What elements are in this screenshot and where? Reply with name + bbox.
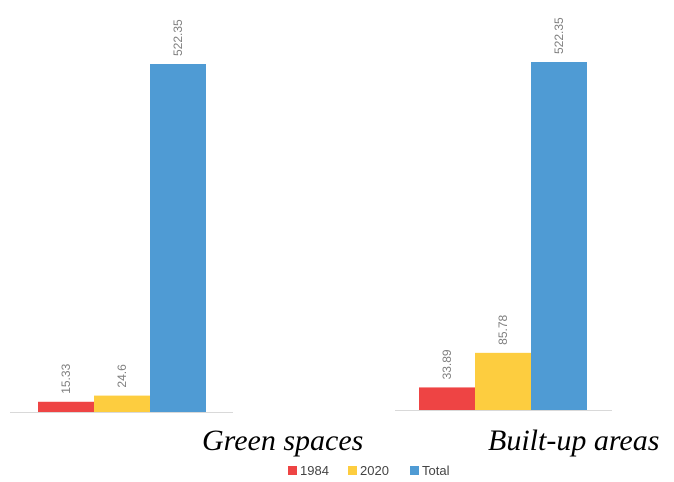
bar-built-up-areas-1984 <box>419 387 475 410</box>
legend-label-1984: 1984 <box>300 463 329 478</box>
legend-label-2020: 2020 <box>360 463 389 478</box>
bar-green-spaces-total <box>150 64 206 412</box>
data-label-green-spaces-1984: 15.33 <box>59 363 73 393</box>
data-label-green-spaces-2020: 24.6 <box>115 364 129 388</box>
data-label-built-up-areas-total: 522.35 <box>552 17 566 54</box>
legend-swatch-2020 <box>348 466 357 475</box>
panel-title-built-up-areas: Built-up areas <box>488 424 659 457</box>
bar-built-up-areas-2020 <box>475 352 531 410</box>
bar-green-spaces-2020 <box>94 395 150 412</box>
data-label-green-spaces-total: 522.35 <box>171 19 185 56</box>
bar-built-up-areas-total <box>531 62 587 410</box>
chart-panel-green-spaces: 15.33 24.6 522.35 <box>10 19 233 413</box>
data-label-built-up-areas-2020: 85.78 <box>496 314 510 344</box>
legend-swatch-total <box>410 466 419 475</box>
chart-panel-built-up-areas: 33.89 85.78 522.35 <box>395 17 612 411</box>
bar-green-spaces-1984 <box>38 401 94 412</box>
legend-swatch-1984 <box>288 466 297 475</box>
legend-label-total: Total <box>422 463 450 478</box>
panel-title-green-spaces: Green spaces <box>202 424 363 457</box>
data-label-built-up-areas-1984: 33.89 <box>440 349 454 379</box>
legend: 1984 2020 Total <box>288 463 450 478</box>
